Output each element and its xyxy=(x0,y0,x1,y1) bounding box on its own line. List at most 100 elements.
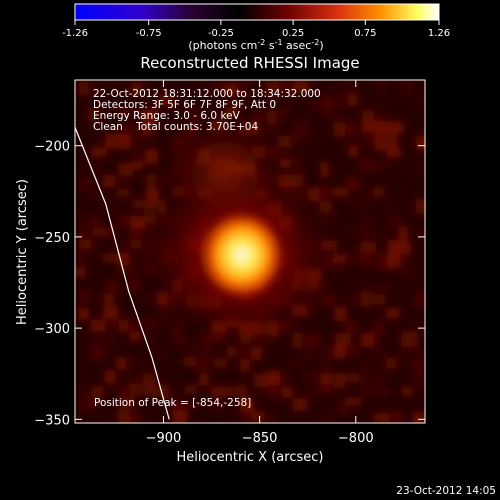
speckle-cell xyxy=(375,281,392,297)
speckle-cell xyxy=(103,294,114,305)
speckle-cell xyxy=(294,148,304,162)
annotation-energy-range: Energy Range: 3.0 - 6.0 keV xyxy=(93,110,241,122)
speckle-cell xyxy=(129,132,142,146)
speckle-cell xyxy=(240,358,250,372)
y-tick-label: −300 xyxy=(34,322,70,337)
speckle-cell xyxy=(253,109,265,121)
speckle-cell xyxy=(413,370,425,387)
speckle-cell xyxy=(146,188,159,204)
speckle-cell xyxy=(373,187,384,197)
speckle-cell xyxy=(412,347,425,364)
speckle-cell xyxy=(117,410,131,423)
speckle-cell xyxy=(142,333,156,349)
speckle-cell xyxy=(360,291,372,307)
speckle-cell xyxy=(132,200,145,209)
speckle-cell xyxy=(385,308,400,319)
speckle-cell xyxy=(347,94,358,106)
speckle-cell xyxy=(90,238,101,251)
speckle-cell xyxy=(129,109,141,120)
speckle-cell xyxy=(116,82,131,92)
speckle-cell xyxy=(386,251,401,268)
speckle-cell xyxy=(89,291,100,302)
speckle-cell xyxy=(334,345,346,359)
speckle-cell xyxy=(91,83,104,97)
speckle-cell xyxy=(385,199,394,212)
speckle-cell xyxy=(386,148,401,158)
speckle-cell xyxy=(372,225,382,238)
speckle-cell xyxy=(320,374,332,390)
speckle-cell xyxy=(103,175,115,187)
speckle-cell xyxy=(224,107,238,118)
speckle-cell xyxy=(267,110,277,126)
speckle-cell xyxy=(88,399,98,411)
speckle-cell xyxy=(375,80,387,90)
speckle-cell xyxy=(105,225,116,239)
speckle-cell xyxy=(78,291,89,303)
speckle-cell xyxy=(75,214,85,225)
speckle-cell xyxy=(292,174,304,188)
speckle-cell xyxy=(117,241,130,258)
speckle-cell xyxy=(305,371,320,382)
speckle-cell xyxy=(374,385,390,397)
colorbar-unit-label: (photons cm-2 s-1 asec-2) xyxy=(188,38,323,52)
colorbar-tick-label: 1.26 xyxy=(428,28,450,39)
speckle-cell xyxy=(293,398,307,411)
speckle-cell xyxy=(265,81,279,97)
speckle-cell xyxy=(183,400,199,410)
speckle-cell xyxy=(360,122,376,133)
speckle-cell xyxy=(373,413,389,422)
speckle-cell xyxy=(91,386,104,400)
speckle-cell xyxy=(305,345,316,360)
speckle-cell xyxy=(373,108,386,121)
speckle-cell xyxy=(240,411,252,423)
speckle-cell xyxy=(183,345,199,356)
speckle-cell xyxy=(362,188,376,204)
info-annotations: 22-Oct-2012 18:31:12.000 to 18:34:32.000… xyxy=(93,88,321,409)
speckle-cell xyxy=(375,162,390,171)
speckle-cell xyxy=(318,96,335,108)
speckle-cell xyxy=(129,228,142,245)
speckle-cell xyxy=(143,386,158,398)
speckle-cell xyxy=(104,319,116,333)
speckle-cell xyxy=(361,110,377,124)
speckle-cell xyxy=(358,373,371,384)
speckle-cell xyxy=(413,160,425,175)
speckle-cell xyxy=(132,83,142,96)
speckle-cell xyxy=(129,278,141,292)
speckle-cell xyxy=(307,188,321,201)
speckle-cell xyxy=(401,331,418,348)
speckle-cell xyxy=(319,200,332,213)
speckle-cell xyxy=(402,387,413,396)
speckle-cell xyxy=(144,149,158,165)
speckle-cell xyxy=(413,412,425,423)
annotation-clean-counts: Clean Total counts: 3.70E+04 xyxy=(93,121,258,133)
speckle-cell xyxy=(348,146,358,157)
speckle-cell xyxy=(130,215,146,232)
speckle-cell xyxy=(183,357,196,367)
speckle-cell xyxy=(401,80,414,94)
speckle-cell xyxy=(277,135,291,148)
speckle-cell xyxy=(321,294,336,306)
speckle-cell xyxy=(374,320,384,334)
speckle-cell xyxy=(77,226,88,235)
y-tick-label: −350 xyxy=(34,413,70,428)
speckle-cell xyxy=(198,332,211,348)
speckle-cell xyxy=(142,109,158,125)
colorbar-tick-label: -1.26 xyxy=(62,28,88,39)
speckle-cell xyxy=(279,371,290,385)
speckle-cell xyxy=(75,267,85,278)
speckle-cell xyxy=(199,373,209,386)
speckle-cell xyxy=(279,81,291,93)
speckle-cell xyxy=(186,108,200,124)
speckle-cell xyxy=(333,82,350,94)
speckle-cell xyxy=(264,123,279,133)
speckle-cell xyxy=(132,253,145,269)
speckle-cell xyxy=(292,133,302,142)
speckle-cell xyxy=(170,399,183,412)
speckle-cell xyxy=(277,93,293,103)
colorbar-tick-label: -0.75 xyxy=(136,28,162,39)
speckle-cell xyxy=(129,332,140,341)
speckle-cell xyxy=(305,135,315,144)
speckle-cell xyxy=(321,361,331,377)
